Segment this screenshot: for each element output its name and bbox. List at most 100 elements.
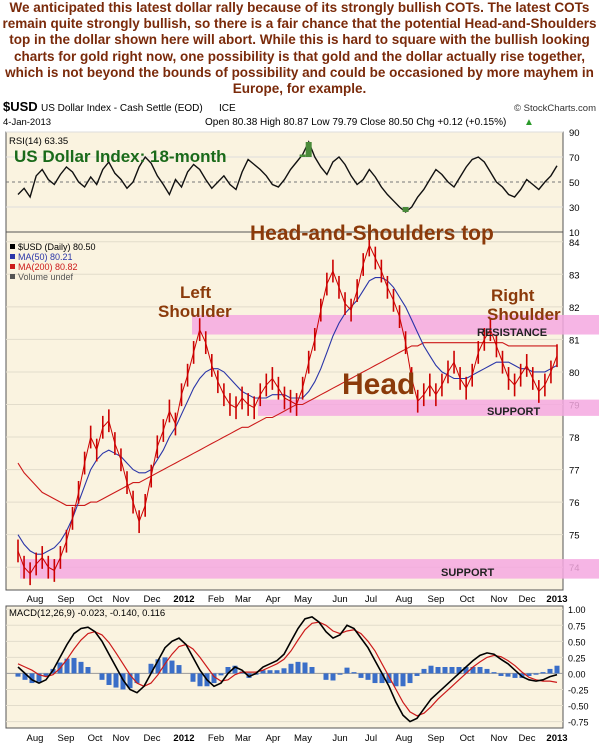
macd-tick-label: 0.00 (568, 669, 586, 679)
price-tick-label: 83 (569, 270, 580, 281)
macd-histogram-bar (512, 673, 518, 678)
price-tick-label: 80 (569, 368, 580, 379)
macd-histogram-bar (36, 673, 42, 682)
macd-histogram-bar (379, 673, 385, 684)
x-axis-label-bottom: Feb (208, 733, 224, 744)
macd-tick-label: -0.75 (568, 718, 589, 728)
x-axis-label-bottom: Dec (144, 733, 161, 744)
macd-histogram-bar (442, 667, 448, 674)
macd-signal-line (17, 621, 558, 717)
price-tick-label: 75 (569, 531, 580, 542)
macd-histogram-bar (106, 673, 112, 685)
price-line (17, 243, 558, 575)
macd-histogram-bar (78, 661, 84, 674)
macd-histogram-bar (344, 667, 350, 674)
ma200-line (17, 342, 557, 506)
macd-histogram-bar (554, 665, 560, 674)
x-axis-label-bottom: May (294, 733, 312, 744)
macd-histogram-bar (260, 670, 266, 674)
rsi-tick-label: 10 (569, 228, 580, 239)
macd-histogram-bar (99, 673, 105, 680)
x-axis-label: Feb (208, 594, 224, 605)
macd-histogram-bar (547, 668, 553, 674)
macd-tick-label: -0.25 (568, 685, 589, 695)
macd-histogram-bar (309, 667, 315, 674)
rsi-line (17, 140, 558, 213)
macd-histogram-bar (134, 673, 140, 684)
legend-swatch (10, 264, 15, 269)
macd-histogram-bar (337, 673, 343, 675)
x-axis-label: 2012 (173, 594, 194, 605)
x-axis-label: Nov (113, 594, 130, 605)
x-axis-label-bottom: Jun (332, 733, 347, 744)
x-axis-label-bottom: Dec (519, 733, 536, 744)
macd-histogram-bar (113, 673, 119, 688)
macd-histogram-bar (197, 673, 203, 687)
macd-histogram-bar (463, 667, 469, 674)
x-axis-label: Jul (365, 594, 377, 605)
macd-histogram-bar (288, 663, 294, 674)
price-tick-label: 82 (569, 303, 580, 314)
macd-histogram-bar (176, 665, 182, 674)
commentary-text: We anticipated this latest dollar rally … (0, 0, 599, 98)
annotation-resistance: RESISTANCE (477, 327, 547, 339)
macd-panel (5, 605, 564, 729)
price-tick-label: 81 (569, 335, 580, 346)
chart-date: 4-Jan-2013 (3, 117, 51, 128)
macd-label: MACD(12,26,9) -0.023, -0.140, 0.116 (9, 608, 165, 619)
legend-swatch (10, 254, 15, 259)
x-axis-label-bottom: Nov (491, 733, 508, 744)
x-axis-label: Oct (460, 594, 475, 605)
macd-histogram-bar (414, 673, 420, 676)
macd-histogram-bar (169, 660, 175, 674)
macd-histogram-bar (85, 667, 91, 674)
macd-histogram-bar (225, 667, 231, 674)
legend-entry: Volume undef (18, 272, 74, 282)
macd-tick-label: 1.00 (568, 605, 586, 615)
legend-swatch (10, 274, 15, 279)
macd-histogram-bar (22, 673, 28, 680)
x-axis-label: Jun (332, 594, 347, 605)
rsi-tick-label: 50 (569, 178, 580, 189)
x-axis-label-bottom: 2013 (546, 733, 567, 744)
macd-histogram-bar (372, 673, 378, 684)
x-axis-label-bottom: 2012 (173, 733, 194, 744)
macd-tick-label: 0.75 (568, 621, 586, 631)
chart-header-bg (0, 98, 599, 128)
macd-histogram-bar (428, 665, 434, 674)
macd-histogram-bar (64, 658, 70, 674)
x-axis-label: 2013 (546, 594, 567, 605)
macd-histogram-bar (274, 670, 280, 674)
x-axis-label: Aug (396, 594, 413, 605)
x-axis-label-bottom: Jul (365, 733, 377, 744)
rsi-tick-label: 90 (569, 128, 580, 139)
macd-histogram-bar (15, 673, 21, 677)
annotation-left: Left (180, 283, 212, 302)
legend-entry: $USD (Daily) 80.50 (18, 242, 96, 252)
annotation-right: Right (491, 286, 535, 305)
rsi-overbought-fill (299, 154, 306, 157)
macd-histogram-bar (540, 672, 546, 674)
macd-histogram-bar (526, 673, 532, 676)
macd-histogram-bar (71, 658, 77, 674)
macd-histogram-bar (400, 673, 406, 687)
rsi-overbought-fill (305, 142, 312, 157)
macd-histogram-bar (29, 673, 35, 684)
macd-tick-label: 0.25 (568, 653, 586, 663)
price-zone-support (258, 399, 599, 416)
x-axis-label: Aug (27, 594, 44, 605)
commentary-paragraph: We anticipated this latest dollar rally … (2, 0, 597, 97)
annotation-head: Head (342, 368, 415, 401)
legend-entry: MA(50) 80.21 (18, 252, 73, 262)
macd-histogram-bar (435, 667, 441, 674)
macd-histogram-bar (505, 673, 511, 677)
macd-histogram-bar (393, 673, 399, 687)
quote-up-arrow-icon: ▲ (524, 117, 534, 128)
macd-histogram-bar (533, 673, 539, 675)
annotation-support-lower: SUPPORT (441, 567, 494, 579)
x-axis-label: Nov (491, 594, 508, 605)
macd-histogram-bar (43, 673, 49, 677)
x-axis-label: Mar (235, 594, 251, 605)
x-axis-label: Dec (519, 594, 536, 605)
macd-histogram-bar (407, 673, 413, 684)
